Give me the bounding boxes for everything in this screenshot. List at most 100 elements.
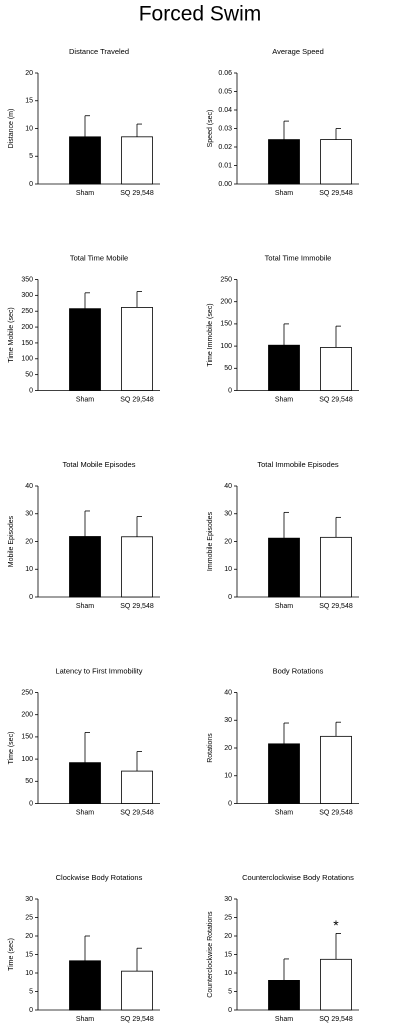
x-tick-label: SQ 29,548: [120, 190, 154, 197]
x-tick-label: Sham: [76, 1016, 94, 1023]
bar: [320, 735, 352, 804]
y-tick-label: 40: [25, 483, 33, 490]
y-tick-label: 0.00: [218, 181, 232, 188]
bar: [69, 762, 101, 804]
y-tick-label: 15: [25, 951, 33, 958]
y-tick-label: 10: [224, 773, 232, 780]
y-axis-label: Mobile Episodes: [8, 515, 15, 567]
y-tick-label: 0.02: [218, 144, 232, 151]
y-tick-label: 350: [21, 276, 33, 283]
x-tick-label: Sham: [76, 603, 94, 610]
panel-title: Total Time Immobile: [265, 253, 332, 262]
bar: [121, 136, 153, 185]
y-axis-label: Time Immobile (sec): [207, 303, 214, 366]
y-tick-label: 0: [29, 181, 33, 188]
y-tick-label: 25: [224, 914, 232, 921]
y-tick-label: 30: [224, 511, 232, 518]
y-tick-label: 20: [25, 70, 33, 77]
x-tick-label: Sham: [275, 603, 293, 610]
y-tick-label: 20: [25, 933, 33, 940]
bar: [320, 958, 352, 1011]
panel-title: Total Mobile Episodes: [63, 460, 136, 469]
y-tick-label: 20: [25, 538, 33, 545]
y-tick-label: 150: [21, 734, 33, 741]
y-tick-label: 0: [228, 800, 232, 807]
y-axis-label: Distance (m): [8, 109, 15, 149]
figure-title: Forced Swim: [139, 3, 262, 26]
bar: [121, 770, 153, 804]
y-tick-label: 30: [25, 896, 33, 903]
panel-title: Total Time Mobile: [70, 253, 128, 262]
y-axis-label: Time (sec): [8, 938, 15, 971]
y-tick-label: 10: [224, 970, 232, 977]
panel-title: Clockwise Body Rotations: [56, 873, 143, 882]
panel-title: Body Rotations: [273, 666, 324, 675]
panel-title: Latency to First Immobility: [55, 666, 142, 675]
y-tick-label: 50: [25, 778, 33, 785]
x-tick-label: Sham: [76, 809, 94, 816]
y-tick-label: 200: [220, 299, 232, 306]
y-tick-label: 0: [228, 387, 232, 394]
y-tick-label: 0.06: [218, 70, 232, 77]
x-tick-label: SQ 29,548: [319, 396, 353, 403]
x-tick-label: SQ 29,548: [120, 809, 154, 816]
y-axis-label: Rotations: [207, 733, 214, 763]
y-tick-label: 0.03: [218, 125, 232, 132]
y-tick-label: 250: [220, 276, 232, 283]
y-tick-label: 300: [21, 292, 33, 299]
y-tick-label: 0.05: [218, 88, 232, 95]
bar: [69, 536, 101, 598]
y-tick-label: 30: [224, 717, 232, 724]
y-tick-label: 50: [25, 371, 33, 378]
bar: [320, 347, 352, 391]
y-axis-label: Counterclockwise Rotations: [207, 911, 214, 998]
x-tick-label: SQ 29,548: [319, 603, 353, 610]
y-tick-label: 10: [224, 566, 232, 573]
y-tick-label: 20: [224, 538, 232, 545]
y-tick-label: 0: [228, 594, 232, 601]
x-tick-label: SQ 29,548: [319, 190, 353, 197]
x-tick-label: Sham: [275, 396, 293, 403]
x-tick-label: Sham: [76, 396, 94, 403]
bar: [69, 308, 101, 391]
bar: [268, 743, 300, 804]
y-tick-label: 100: [220, 343, 232, 350]
x-tick-label: Sham: [76, 190, 94, 197]
x-tick-label: SQ 29,548: [120, 603, 154, 610]
significance-marker: *: [333, 917, 339, 933]
y-tick-label: 0: [228, 1007, 232, 1014]
panel-title: Total Immobile Episodes: [257, 460, 339, 469]
y-tick-label: 10: [25, 970, 33, 977]
y-tick-label: 10: [25, 566, 33, 573]
x-tick-label: Sham: [275, 190, 293, 197]
bar: [69, 136, 101, 185]
y-tick-label: 0: [29, 1007, 33, 1014]
y-tick-label: 10: [25, 125, 33, 132]
x-tick-label: Sham: [275, 1016, 293, 1023]
y-tick-label: 100: [21, 356, 33, 363]
y-tick-label: 250: [21, 308, 33, 315]
panel-title: Distance Traveled: [69, 47, 129, 56]
y-tick-label: 50: [224, 365, 232, 372]
y-tick-label: 5: [228, 988, 232, 995]
bar: [268, 980, 300, 1011]
y-tick-label: 30: [224, 896, 232, 903]
y-tick-label: 150: [220, 321, 232, 328]
y-tick-label: 5: [29, 988, 33, 995]
bar: [121, 307, 153, 391]
y-tick-label: 250: [21, 689, 33, 696]
x-tick-label: SQ 29,548: [319, 809, 353, 816]
y-tick-label: 25: [25, 914, 33, 921]
bar: [268, 537, 300, 598]
y-tick-label: 200: [21, 712, 33, 719]
x-tick-label: SQ 29,548: [319, 1016, 353, 1023]
y-tick-label: 40: [224, 483, 232, 490]
bar: [268, 344, 300, 391]
y-tick-label: 30: [25, 511, 33, 518]
y-tick-label: 20: [224, 745, 232, 752]
panel-title: Counterclockwise Body Rotations: [242, 873, 354, 882]
y-tick-label: 0: [29, 594, 33, 601]
y-tick-label: 0: [29, 800, 33, 807]
y-tick-label: 20: [224, 933, 232, 940]
